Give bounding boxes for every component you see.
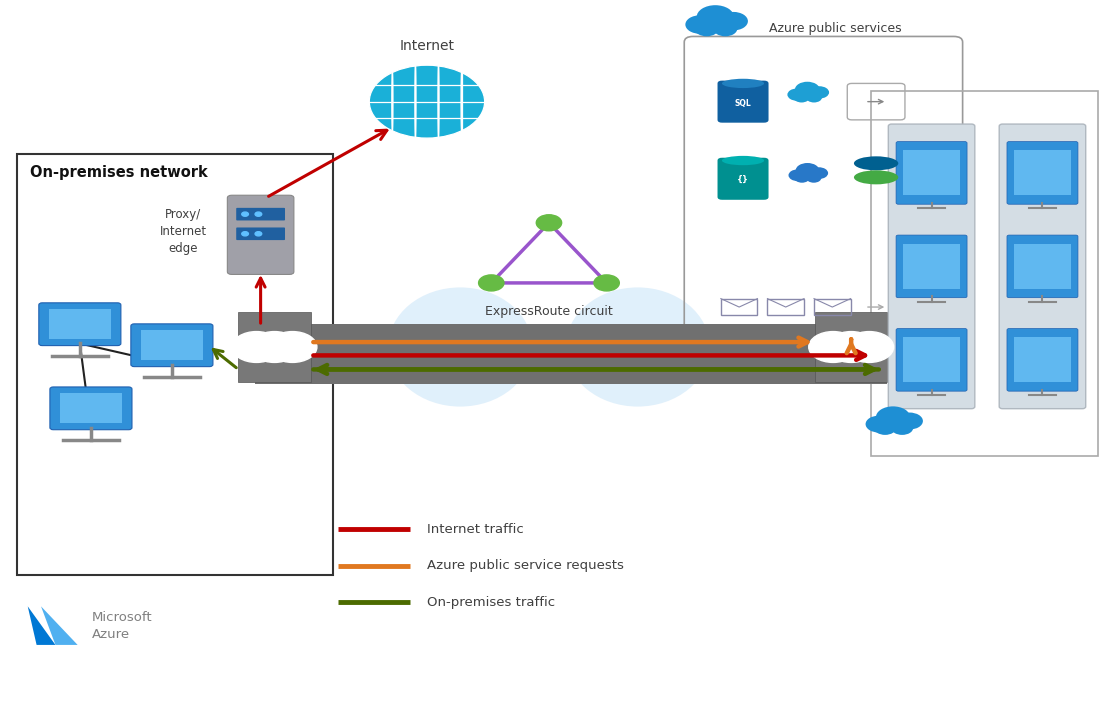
Ellipse shape [722,79,764,88]
FancyBboxPatch shape [1014,337,1071,382]
FancyBboxPatch shape [236,227,285,240]
FancyBboxPatch shape [718,158,769,200]
Circle shape [255,212,262,216]
FancyBboxPatch shape [236,207,285,220]
Circle shape [794,173,810,183]
Ellipse shape [388,287,532,407]
Circle shape [232,332,281,362]
FancyBboxPatch shape [903,244,960,289]
Circle shape [242,212,248,216]
FancyBboxPatch shape [896,235,967,298]
FancyBboxPatch shape [60,393,122,423]
Text: Internet traffic: Internet traffic [427,523,523,536]
FancyBboxPatch shape [1007,142,1078,204]
FancyBboxPatch shape [718,81,769,123]
Circle shape [242,231,248,236]
Circle shape [369,65,485,138]
FancyBboxPatch shape [903,151,960,196]
Text: {}: {} [737,175,749,184]
Circle shape [795,82,820,97]
FancyBboxPatch shape [1007,235,1078,298]
Circle shape [251,332,299,362]
Text: On-premises traffic: On-premises traffic [427,596,556,608]
FancyBboxPatch shape [903,337,960,382]
Circle shape [795,163,820,178]
Text: Microsoft
Azure: Microsoft Azure [92,611,153,641]
Text: Proxy/
Internet
edge: Proxy/ Internet edge [160,207,206,255]
Circle shape [788,170,807,181]
FancyBboxPatch shape [1014,151,1071,196]
Circle shape [694,21,719,36]
Circle shape [808,332,857,362]
Polygon shape [28,606,55,645]
Circle shape [806,93,822,102]
Circle shape [685,15,714,34]
Text: Azure public services: Azure public services [769,22,902,34]
FancyBboxPatch shape [815,312,887,382]
Circle shape [787,88,807,101]
Circle shape [713,21,737,36]
Text: On-premises network: On-premises network [30,165,207,179]
Circle shape [479,275,503,291]
Circle shape [794,93,810,102]
Circle shape [845,332,894,362]
Circle shape [892,421,913,435]
FancyBboxPatch shape [39,303,121,346]
FancyBboxPatch shape [227,195,294,274]
Circle shape [594,275,619,291]
FancyBboxPatch shape [141,330,203,360]
Circle shape [696,5,734,29]
Circle shape [826,332,875,362]
Circle shape [810,86,830,99]
Text: ExpressRoute circuit: ExpressRoute circuit [485,305,613,318]
Circle shape [255,231,262,236]
Ellipse shape [854,170,898,184]
FancyBboxPatch shape [896,329,967,391]
Ellipse shape [722,156,764,165]
FancyBboxPatch shape [255,324,887,384]
Text: SQL: SQL [734,99,752,107]
Polygon shape [41,606,78,645]
FancyBboxPatch shape [50,387,132,430]
Circle shape [810,168,828,179]
FancyBboxPatch shape [238,312,311,382]
FancyBboxPatch shape [1007,329,1078,391]
Circle shape [719,12,747,30]
Circle shape [865,416,893,433]
Circle shape [268,332,317,362]
Circle shape [876,407,910,428]
FancyBboxPatch shape [999,124,1086,409]
Ellipse shape [854,156,898,170]
FancyBboxPatch shape [49,309,111,339]
Circle shape [537,215,561,231]
Ellipse shape [566,287,710,407]
Circle shape [806,173,822,183]
Circle shape [896,412,923,430]
FancyBboxPatch shape [888,124,975,409]
FancyBboxPatch shape [896,142,967,204]
Text: Internet: Internet [399,39,455,53]
Circle shape [874,421,896,435]
FancyBboxPatch shape [1014,244,1071,289]
Text: Azure public service requests: Azure public service requests [427,559,624,572]
FancyBboxPatch shape [131,324,213,367]
